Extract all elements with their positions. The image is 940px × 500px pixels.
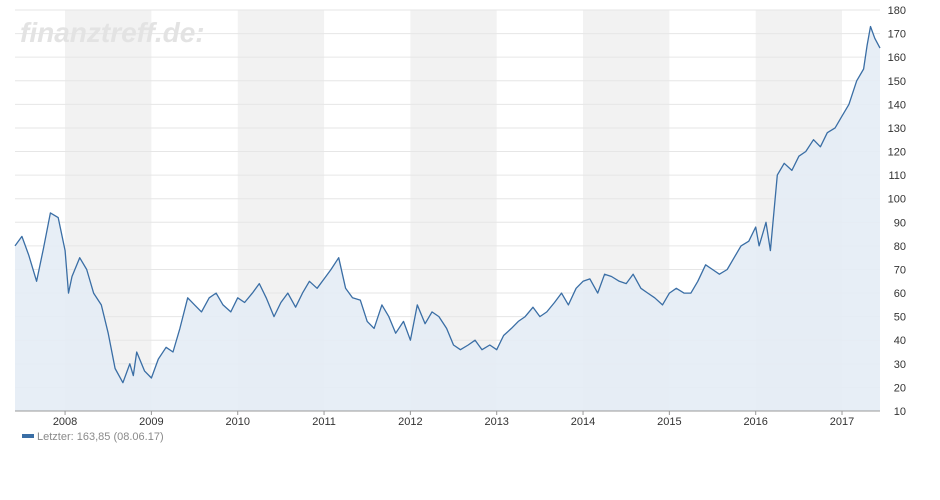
y-axis-labels: 10 20 30 40 50 60 70 80 90 100 110 120 130 140 150 160 1…: [888, 5, 906, 418]
x-tick-label-2017: 2017: [830, 416, 854, 428]
price-area: [15, 26, 880, 411]
y-tick-label-80: 80: [894, 241, 906, 253]
x-tick-label-2012: 2012: [398, 416, 422, 428]
x-tick-label-2013: 2013: [484, 416, 508, 428]
y-tick-label-160: 160: [888, 52, 906, 64]
y-tick-label-130: 130: [888, 123, 906, 135]
legend[interactable]: Letzter: 163,85 (08.06.17): [22, 431, 164, 443]
legend-text: Letzter: 163,85 (08.06.17): [37, 431, 164, 443]
legend-date: (08.06.17): [113, 431, 163, 443]
y-tick-label-20: 20: [894, 382, 906, 394]
y-tick-label-70: 70: [894, 264, 906, 276]
y-tick-label-90: 90: [894, 217, 906, 229]
x-tick-label-2008: 2008: [53, 416, 77, 428]
legend-swatch: [22, 434, 34, 438]
y-tick-label-110: 110: [888, 170, 906, 182]
x-tick-label-2015: 2015: [657, 416, 681, 428]
y-tick-label-140: 140: [888, 99, 906, 111]
watermark-text: finanztreff.de:: [20, 17, 205, 48]
price-line: [14, 25, 881, 384]
y-tick-label-150: 150: [888, 76, 906, 88]
y-tick-label-100: 100: [888, 194, 906, 206]
legend-value: 163,85: [77, 431, 111, 443]
x-axis-labels: 2008 2009 2010 2011 2012 2013 2014 2015 2016 2017: [53, 411, 854, 428]
x-tick-label-2016: 2016: [743, 416, 767, 428]
y-tick-label-120: 120: [888, 147, 906, 159]
x-tick-label-2011: 2011: [312, 416, 336, 428]
y-tick-label-180: 180: [888, 5, 906, 17]
x-tick-label-2009: 2009: [139, 416, 163, 428]
y-tick-label-30: 30: [894, 359, 906, 371]
legend-label: Letzter:: [37, 431, 74, 443]
y-tick-label-60: 60: [894, 288, 906, 300]
x-tick-label-2014: 2014: [571, 416, 595, 428]
y-tick-label-50: 50: [894, 312, 906, 324]
y-tick-label-10: 10: [894, 406, 906, 418]
x-tick-label-2010: 2010: [225, 416, 249, 428]
y-tick-label-40: 40: [894, 335, 906, 347]
y-tick-label-170: 170: [888, 29, 906, 41]
